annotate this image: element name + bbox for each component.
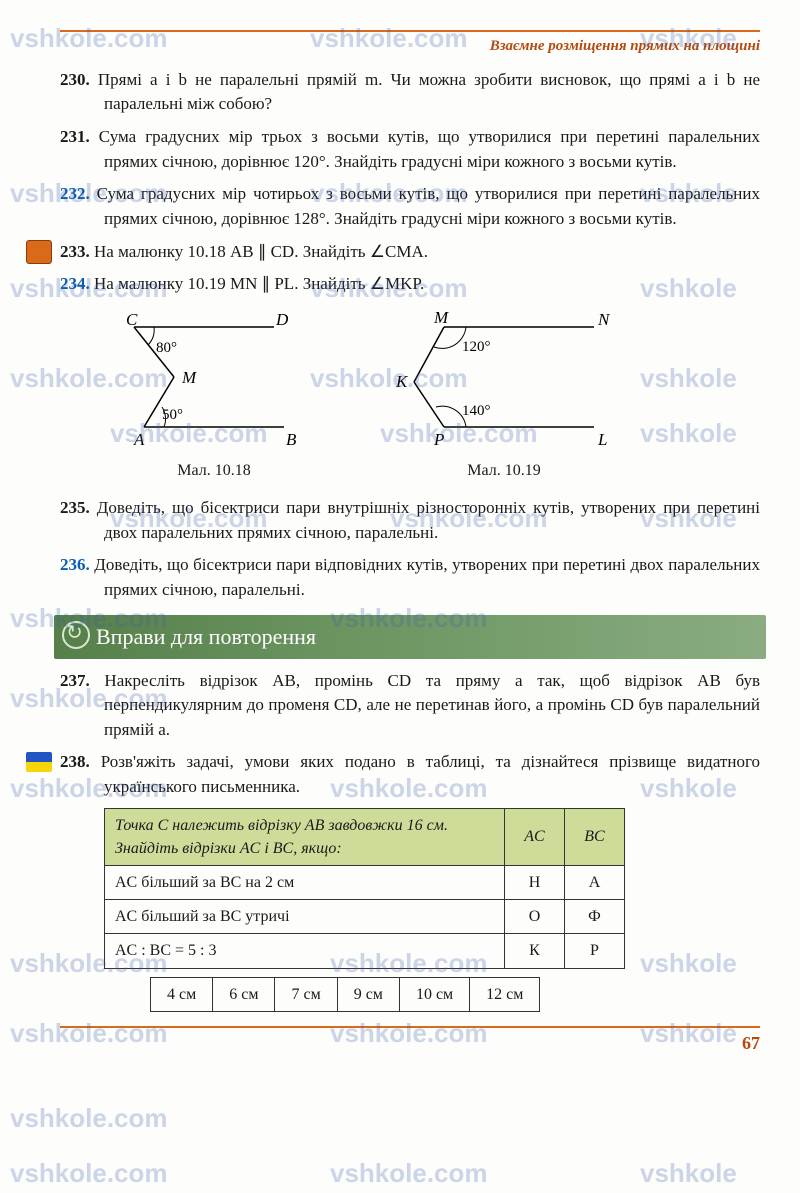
table-cell: 10 см — [399, 977, 469, 1011]
table-cell: AC більший за BC утричі — [105, 900, 505, 934]
problem-number: 232. — [60, 184, 90, 203]
header-rule — [60, 30, 760, 32]
problem-236: 236. Доведіть, що бісектриси пари відпов… — [60, 553, 760, 602]
table-cell: Р — [565, 934, 625, 968]
table-cell: Ф — [565, 900, 625, 934]
footer-rule — [60, 1026, 760, 1028]
watermark-text: vshkole.com — [330, 1155, 488, 1193]
table-cell: А — [565, 866, 625, 900]
figure-caption: Мал. 10.18 — [104, 459, 324, 482]
flag-icon — [26, 752, 52, 772]
problem-text: Сума градусних мір трьох з восьми кутів,… — [99, 127, 760, 171]
svg-text:D: D — [275, 310, 289, 329]
table-header-bc: BC — [565, 808, 625, 865]
table-header-desc: Точка C належить відрізку AB завдовжки 1… — [105, 808, 505, 865]
svg-text:N: N — [597, 310, 611, 329]
problem-232: 232. Сума градусних мір чотирьох з восьм… — [60, 182, 760, 231]
table-cell: К — [505, 934, 565, 968]
section-heading: Вправи для повторення — [54, 615, 766, 659]
table-cell: AC більший за BC на 2 см — [105, 866, 505, 900]
svg-text:M: M — [433, 308, 449, 327]
svg-text:P: P — [433, 430, 444, 449]
problem-number: 234. — [60, 274, 90, 293]
table-row: Точка C належить відрізку AB завдовжки 1… — [105, 808, 625, 865]
svg-text:L: L — [597, 430, 607, 449]
problem-238: 238. Розв'яжіть задачі, умови яких подан… — [60, 750, 760, 799]
watermark-text: vshkole — [640, 945, 737, 983]
difficulty-icon: 4 — [26, 240, 52, 264]
problem-text: Сума градусних мір чотирьох з восьми кут… — [97, 184, 760, 228]
svg-text:140°: 140° — [462, 403, 491, 419]
problem-number: 231. — [60, 127, 90, 146]
table-row: AC більший за BC на 2 см Н А — [105, 866, 625, 900]
figures-row: C D M A B 80° 50° Мал. 10.18 M N K P L 1… — [104, 307, 760, 482]
problem-number: 238. — [60, 752, 90, 771]
problem-number: 236. — [60, 555, 90, 574]
table-cell: 7 см — [275, 977, 337, 1011]
table-row: AC : BC = 5 : 3 К Р — [105, 934, 625, 968]
watermark-text: vshkole.com — [10, 1155, 168, 1193]
problem-number: 235. — [60, 498, 90, 517]
problem-text: Накресліть відрізок AB, промінь CD та пр… — [104, 671, 760, 739]
table-cell: Н — [505, 866, 565, 900]
problem-text: Доведіть, що бісектриси пари внутрішніх … — [97, 498, 760, 542]
problem-238-table: Точка C належить відрізку AB завдовжки 1… — [104, 808, 625, 969]
table-cell: 6 см — [213, 977, 275, 1011]
problem-235: 235. Доведіть, що бісектриси пари внутрі… — [60, 496, 760, 545]
svg-text:A: A — [133, 430, 145, 449]
problem-text: На малюнку 10.19 MN ∥ PL. Знайдіть ∠MKP. — [94, 274, 424, 293]
table-row: AC більший за BC утричі О Ф — [105, 900, 625, 934]
problem-231: 231. Сума градусних мір трьох з восьми к… — [60, 125, 760, 174]
problem-number: 237. — [60, 671, 90, 690]
svg-text:120°: 120° — [462, 339, 491, 355]
problem-230: 230. Прямі a і b не паралельні прямій m.… — [60, 68, 760, 117]
svg-text:80°: 80° — [156, 340, 177, 356]
page-number: 67 — [60, 1030, 760, 1056]
figure-caption: Мал. 10.19 — [384, 459, 624, 482]
svg-text:K: K — [395, 372, 409, 391]
watermark-text: vshkole.com — [10, 1100, 168, 1138]
problem-text: На малюнку 10.18 AB ∥ CD. Знайдіть ∠CMA. — [94, 242, 428, 261]
problem-233: 4 233. На малюнку 10.18 AB ∥ CD. Знайдіт… — [60, 240, 760, 265]
table-cell: 9 см — [337, 977, 399, 1011]
svg-text:M: M — [181, 368, 197, 387]
chapter-title: Взаємне розміщення прямих на площині — [60, 36, 760, 58]
svg-text:C: C — [126, 310, 138, 329]
problem-237: 237. Накресліть відрізок AB, промінь CD … — [60, 669, 760, 743]
table-cell: 4 см — [151, 977, 213, 1011]
problem-number: 233. — [60, 242, 90, 261]
figure-10-19: M N K P L 120° 140° Мал. 10.19 — [384, 307, 624, 482]
svg-text:B: B — [286, 430, 297, 449]
table-cell: AC : BC = 5 : 3 — [105, 934, 505, 968]
table-header-ac: AC — [505, 808, 565, 865]
table-cell: О — [505, 900, 565, 934]
figure-10-18: C D M A B 80° 50° Мал. 10.18 — [104, 307, 324, 482]
table-cell: 12 см — [470, 977, 540, 1011]
table-row: 4 см 6 см 7 см 9 см 10 см 12 см — [151, 977, 540, 1011]
problem-number: 230. — [60, 70, 90, 89]
problem-234: 234. На малюнку 10.19 MN ∥ PL. Знайдіть … — [60, 272, 760, 297]
problem-text: Прямі a і b не паралельні прямій m. Чи м… — [98, 70, 760, 114]
problem-text: Доведіть, що бісектриси пари відповідних… — [94, 555, 760, 599]
svg-text:50°: 50° — [162, 407, 183, 423]
watermark-text: vshkole — [640, 1155, 737, 1193]
problem-238-answer-row: 4 см 6 см 7 см 9 см 10 см 12 см — [150, 977, 540, 1012]
problem-text: Розв'яжіть задачі, умови яких подано в т… — [101, 752, 760, 796]
